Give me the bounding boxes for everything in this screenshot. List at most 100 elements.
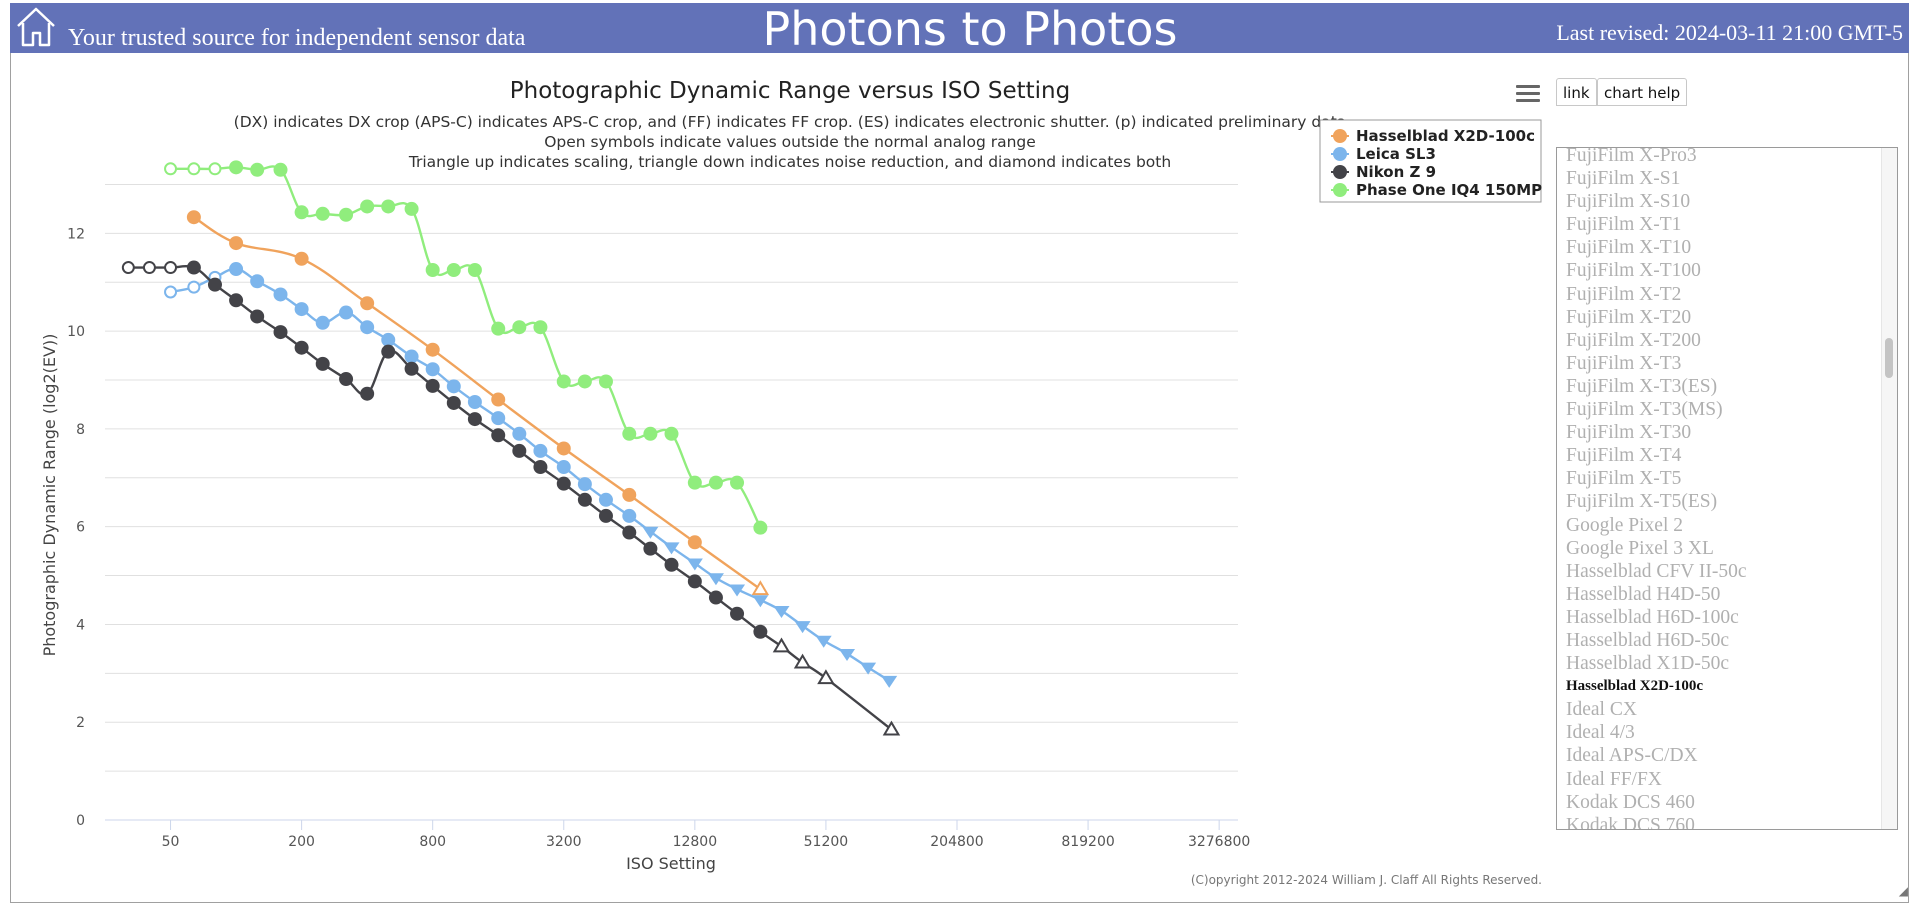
camera-list-item[interactable]: FujiFilm X-T2: [1566, 283, 1682, 305]
data-point[interactable]: [556, 374, 571, 389]
data-point[interactable]: [187, 280, 201, 294]
camera-list-item[interactable]: FujiFilm X-T5(ES): [1566, 491, 1718, 513]
data-point[interactable]: [339, 372, 354, 387]
data-point[interactable]: [817, 669, 835, 685]
data-point[interactable]: [839, 648, 856, 661]
data-point[interactable]: [164, 162, 178, 176]
data-point[interactable]: [229, 262, 244, 277]
camera-list-item[interactable]: Kodak DCS 460: [1566, 791, 1695, 813]
data-point[interactable]: [294, 340, 309, 355]
data-point[interactable]: [446, 263, 461, 277]
data-point[interactable]: [491, 392, 506, 407]
data-point[interactable]: [664, 426, 679, 441]
data-point[interactable]: [446, 395, 461, 410]
camera-list-item[interactable]: FujiFilm X-T3(MS): [1566, 399, 1723, 421]
data-point[interactable]: [491, 411, 506, 426]
data-point[interactable]: [294, 302, 309, 317]
camera-list-item[interactable]: FujiFilm X-T100: [1566, 260, 1701, 282]
data-point[interactable]: [533, 320, 548, 335]
data-point[interactable]: [687, 535, 702, 550]
series-nikon-z-9[interactable]: [121, 260, 901, 736]
data-point[interactable]: [294, 205, 309, 220]
camera-list-item[interactable]: FujiFilm X-Pro3: [1566, 147, 1697, 166]
data-point[interactable]: [273, 325, 288, 340]
camera-list-item[interactable]: FujiFilm X-T30: [1566, 422, 1692, 444]
data-point[interactable]: [729, 584, 746, 597]
data-point[interactable]: [186, 210, 201, 225]
data-point[interactable]: [687, 574, 702, 589]
data-point[interactable]: [339, 305, 354, 320]
data-point[interactable]: [533, 443, 548, 458]
camera-list-item[interactable]: FujiFilm X-T3(ES): [1566, 375, 1718, 397]
data-point[interactable]: [142, 261, 156, 275]
hamburger-menu-icon[interactable]: [1516, 85, 1540, 102]
data-point[interactable]: [622, 487, 637, 502]
data-point[interactable]: [556, 460, 571, 475]
data-point[interactable]: [598, 492, 613, 507]
camera-list-item[interactable]: Kodak DCS 760: [1566, 814, 1695, 830]
series-phase-one-iq4-150mp[interactable]: [164, 160, 768, 535]
chart-help-button[interactable]: chart help: [1597, 78, 1688, 106]
camera-list-item[interactable]: Hasselblad CFV II-50c: [1566, 560, 1747, 582]
data-point[interactable]: [229, 293, 244, 308]
camera-list-item[interactable]: Hasselblad H4D-50: [1566, 583, 1721, 605]
data-point[interactable]: [121, 261, 135, 275]
camera-list-item[interactable]: FujiFilm X-T3: [1566, 352, 1682, 374]
data-point[interactable]: [643, 426, 658, 441]
resize-handle-icon[interactable]: ◢: [1898, 884, 1908, 898]
data-point[interactable]: [663, 542, 680, 555]
home-icon[interactable]: [16, 6, 56, 48]
data-point[interactable]: [512, 426, 527, 441]
camera-list-item[interactable]: Google Pixel 3 XL: [1566, 537, 1714, 559]
series-leica-sl3[interactable]: [164, 262, 898, 688]
data-point[interactable]: [164, 261, 178, 275]
camera-list-item[interactable]: Ideal APS-C/DX: [1566, 745, 1698, 767]
camera-list-item[interactable]: Ideal FF/FX: [1566, 768, 1662, 790]
data-point[interactable]: [404, 201, 419, 216]
data-point[interactable]: [752, 595, 769, 608]
data-point[interactable]: [643, 541, 658, 556]
camera-list-item[interactable]: Ideal CX: [1566, 699, 1637, 721]
data-point[interactable]: [708, 590, 723, 605]
scrollbar-thumb[interactable]: [1885, 338, 1893, 378]
data-point[interactable]: [881, 675, 898, 688]
camera-list-item[interactable]: Hasselblad H6D-100c: [1566, 606, 1739, 628]
data-point[interactable]: [229, 160, 244, 175]
data-point[interactable]: [339, 207, 354, 222]
data-point[interactable]: [882, 720, 901, 736]
data-point[interactable]: [164, 285, 178, 299]
camera-list-item[interactable]: Google Pixel 2: [1566, 514, 1683, 536]
data-point[interactable]: [687, 475, 702, 490]
data-point[interactable]: [467, 263, 482, 277]
data-point[interactable]: [512, 320, 527, 335]
data-point[interactable]: [360, 296, 375, 311]
legend-item[interactable]: Nikon Z 9: [1331, 163, 1436, 181]
data-point[interactable]: [187, 162, 201, 176]
data-point[interactable]: [686, 558, 703, 571]
data-point[interactable]: [250, 309, 265, 324]
camera-list-item[interactable]: FujiFilm X-S1: [1566, 168, 1681, 190]
data-point[interactable]: [208, 162, 222, 176]
data-point[interactable]: [467, 412, 482, 427]
data-point[interactable]: [730, 606, 745, 621]
camera-list-item[interactable]: FujiFilm X-T5: [1566, 468, 1682, 490]
data-point[interactable]: [273, 287, 288, 302]
data-point[interactable]: [642, 526, 659, 539]
data-point[interactable]: [622, 426, 637, 441]
camera-list-item[interactable]: Ideal 4/3: [1566, 722, 1635, 744]
camera-list-item[interactable]: Hasselblad X1D-50c: [1566, 653, 1729, 675]
data-point[interactable]: [229, 236, 244, 251]
data-point[interactable]: [753, 520, 768, 535]
data-point[interactable]: [381, 344, 396, 359]
data-point[interactable]: [577, 374, 592, 389]
data-point[interactable]: [815, 635, 832, 648]
camera-list-item[interactable]: FujiFilm X-T10: [1566, 237, 1692, 259]
data-point[interactable]: [491, 321, 506, 336]
camera-list-item[interactable]: FujiFilm X-T20: [1566, 306, 1692, 328]
legend-item[interactable]: Hasselblad X2D-100c: [1331, 127, 1535, 145]
data-point[interactable]: [294, 251, 309, 266]
data-point[interactable]: [708, 475, 723, 490]
data-point[interactable]: [707, 573, 724, 586]
legend-item[interactable]: Phase One IQ4 150MP: [1331, 181, 1542, 199]
data-point[interactable]: [751, 580, 770, 596]
